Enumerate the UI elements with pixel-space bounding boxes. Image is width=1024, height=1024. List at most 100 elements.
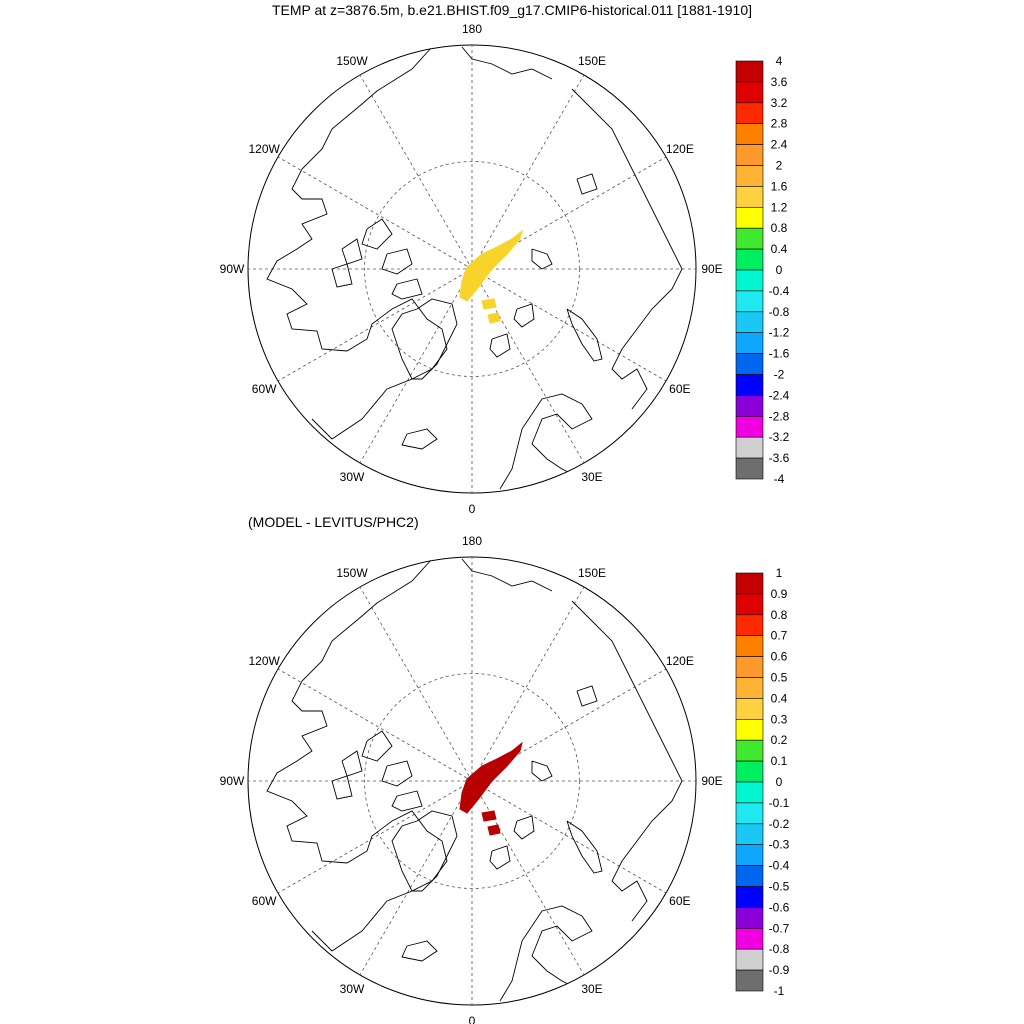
colorbar-segment bbox=[735, 248, 764, 271]
colorbar-segment bbox=[735, 886, 764, 908]
coastline bbox=[576, 173, 598, 195]
coastline bbox=[391, 790, 423, 812]
colorbar-segment bbox=[735, 739, 764, 762]
coastline bbox=[266, 46, 448, 440]
longitude-label: 180 bbox=[462, 534, 482, 548]
colorbar-segment bbox=[735, 290, 764, 313]
longitude-label: 120E bbox=[666, 142, 694, 156]
longitude-label: 30E bbox=[581, 982, 602, 996]
colorbar-label: 1 bbox=[776, 566, 783, 580]
colorbar-segment bbox=[735, 269, 764, 292]
longitude-label: 120W bbox=[248, 654, 280, 668]
data-field bbox=[459, 741, 523, 836]
colorbar-segment bbox=[735, 227, 764, 250]
colorbar-label: 0.1 bbox=[771, 754, 788, 768]
colorbar-label: 0.6 bbox=[771, 650, 788, 664]
longitude-label: 60W bbox=[252, 382, 277, 396]
colorbar-label: 0 bbox=[776, 775, 783, 789]
longitude-label: 60E bbox=[669, 894, 690, 908]
meridian-line bbox=[359, 268, 473, 464]
colorbar-segment bbox=[735, 635, 764, 657]
colorbar-label: -3.2 bbox=[769, 430, 790, 444]
coastline bbox=[341, 750, 363, 777]
data-region bbox=[481, 810, 497, 822]
coastline bbox=[361, 218, 393, 250]
colorbar-label: -0.7 bbox=[769, 921, 790, 935]
colorbar: 4 3.6 3.2 2.8 2.4 2 1.6 1.2 0.8 0.4 0 -0.4 -0.8 -1.2 -… bbox=[735, 54, 790, 486]
longitude-label: 90E bbox=[701, 774, 722, 788]
colorbar-label: 2 bbox=[776, 159, 783, 173]
meridian-line bbox=[471, 586, 585, 782]
data-region bbox=[481, 298, 497, 310]
data-region bbox=[487, 312, 501, 324]
colorbar-label: -1.2 bbox=[769, 326, 790, 340]
coastline bbox=[401, 428, 438, 450]
longitude-label: 180 bbox=[462, 22, 482, 36]
meridian-line bbox=[359, 780, 473, 976]
longitude-label: 150W bbox=[336, 566, 368, 580]
coastline bbox=[461, 46, 553, 80]
colorbar-label: 2.8 bbox=[771, 117, 788, 131]
data-region bbox=[459, 229, 523, 302]
meridian-line bbox=[277, 668, 473, 782]
colorbar-label: -3.6 bbox=[769, 451, 790, 465]
coastline bbox=[513, 303, 535, 328]
colorbar-segment bbox=[735, 760, 764, 783]
colorbar-segment bbox=[735, 436, 764, 459]
meridian-line bbox=[359, 586, 473, 782]
coastline bbox=[331, 775, 353, 800]
meridian-line bbox=[277, 156, 473, 270]
colorbar-label: -4 bbox=[774, 472, 785, 486]
colorbar-label: -2.8 bbox=[769, 409, 790, 423]
coastline bbox=[513, 815, 535, 840]
longitude-label: 120E bbox=[666, 654, 694, 668]
colorbar-label: -0.4 bbox=[769, 859, 790, 873]
longitude-label: 0 bbox=[469, 502, 476, 516]
colorbar-label: 0.2 bbox=[771, 733, 788, 747]
data-region bbox=[459, 741, 523, 814]
coastline bbox=[461, 558, 553, 592]
colorbar-segment bbox=[735, 593, 764, 616]
colorbar-label: 4 bbox=[776, 54, 783, 68]
coastline bbox=[566, 820, 603, 874]
longitude-label: 60E bbox=[669, 382, 690, 396]
colorbar-label: 0 bbox=[776, 263, 783, 277]
coastline bbox=[401, 940, 438, 962]
colorbar-segment bbox=[735, 844, 764, 866]
colorbar-label: -2.4 bbox=[769, 388, 790, 402]
colorbar-label: -2 bbox=[774, 368, 785, 382]
colorbar-label: 1.2 bbox=[771, 200, 788, 214]
colorbar-label: 2.4 bbox=[771, 138, 788, 152]
latitude-circle bbox=[364, 161, 580, 377]
coastline bbox=[531, 760, 553, 782]
coastlines bbox=[266, 46, 683, 490]
colorbar-segment bbox=[735, 102, 764, 125]
colorbar-label: 0.9 bbox=[771, 587, 788, 601]
colorbar-segment bbox=[735, 969, 764, 992]
colorbar-label: -0.8 bbox=[769, 942, 790, 956]
colorbar-label: 0.4 bbox=[771, 242, 788, 256]
longitude-label: 90W bbox=[220, 774, 245, 788]
meridian-line bbox=[471, 780, 667, 894]
colorbar-label: -1.6 bbox=[769, 347, 790, 361]
meridian-line bbox=[471, 74, 585, 270]
longitude-label: 150E bbox=[578, 54, 606, 68]
longitude-label: 150E bbox=[578, 566, 606, 580]
colorbar-segment bbox=[735, 123, 764, 145]
colorbar-segment bbox=[735, 572, 764, 595]
colorbar-label: -1 bbox=[774, 984, 785, 998]
colorbar-segment bbox=[735, 823, 764, 845]
latitude-circle bbox=[364, 673, 580, 889]
colorbar-segment bbox=[735, 81, 764, 104]
colorbar-label: 0.8 bbox=[771, 221, 788, 235]
colorbar-segment bbox=[735, 186, 764, 208]
longitude-label: 120W bbox=[248, 142, 280, 156]
colorbar-label: -0.6 bbox=[769, 900, 790, 914]
coastline bbox=[489, 845, 511, 870]
colorbar-segment bbox=[735, 144, 764, 166]
figure-title: TEMP at z=3876.5m, b.e21.BHIST.f09_g17.C… bbox=[271, 2, 753, 18]
coastline bbox=[391, 278, 423, 300]
coastline bbox=[531, 248, 553, 270]
coastline bbox=[391, 298, 458, 380]
colorbar-label: -0.9 bbox=[769, 963, 790, 977]
